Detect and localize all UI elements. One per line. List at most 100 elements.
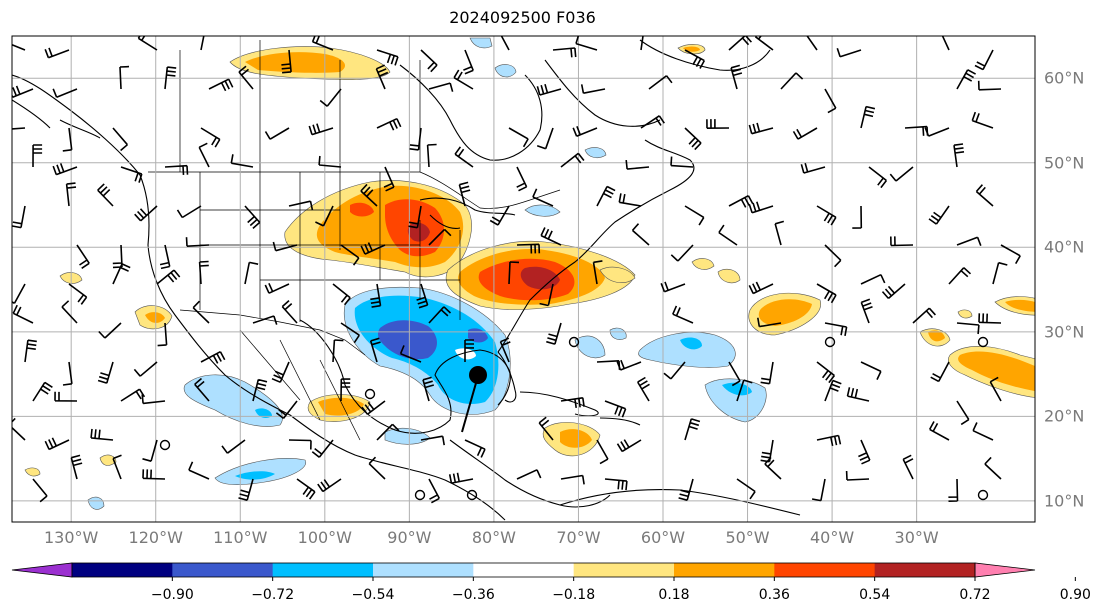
wind-barb (824, 322, 848, 337)
wind-barb (560, 397, 585, 409)
wind-barb (463, 49, 474, 75)
wind-barb (420, 49, 438, 73)
wind-barb (311, 439, 334, 458)
wind-barb (948, 267, 972, 285)
wind-barb (453, 69, 474, 90)
wind-barb (319, 88, 342, 107)
wind-barb (416, 283, 429, 309)
wind-barb (596, 439, 609, 465)
cuba (519, 391, 599, 417)
wind-barb (684, 418, 701, 441)
wind-barb (12, 43, 26, 51)
wind-barb (881, 283, 906, 300)
wind-barb (640, 36, 644, 51)
wind-barb (90, 428, 114, 441)
calm-circle (824, 336, 836, 348)
wind-barb (974, 49, 994, 71)
colorbar-tick-label: 0.36 (758, 587, 790, 603)
wind-barb (757, 317, 782, 328)
wind-barb (800, 162, 826, 174)
wind-barb (824, 379, 842, 402)
wind-barb (860, 273, 886, 285)
colorbar-tick-label: 0.18 (658, 587, 690, 603)
wind-barb (464, 439, 486, 458)
wind-barb (12, 127, 26, 130)
colorbar-segment (573, 563, 675, 577)
wind-barb (340, 378, 351, 402)
wind-barb (315, 205, 334, 227)
wind-barb (264, 127, 290, 140)
us-canada-border (148, 171, 561, 209)
wind-barb (12, 205, 26, 229)
wind-barb (971, 111, 994, 129)
calm-wind-circles (159, 336, 989, 501)
wind-barb (192, 300, 210, 324)
wind-barb (383, 166, 395, 192)
wind-barb (238, 478, 254, 501)
wind-barb (956, 322, 980, 335)
wind-barb (361, 400, 386, 415)
wind-barb (660, 281, 686, 293)
wind-barb (924, 127, 950, 137)
wind-barb (376, 49, 399, 66)
east-coast (497, 139, 695, 353)
wind-barb (616, 439, 642, 453)
latitude-tick-label: 10°N (1044, 491, 1085, 511)
wind-barb (32, 381, 53, 402)
wind-barb (728, 36, 752, 51)
wind-barb (185, 237, 210, 247)
wind-barb (860, 298, 873, 324)
calm-circle (977, 336, 989, 348)
wind-barb (806, 36, 818, 51)
wind-barb (141, 394, 166, 405)
wind-barb (539, 283, 554, 307)
wind-barb (360, 242, 386, 255)
wind-barb (12, 283, 26, 305)
wind-barb (52, 163, 78, 176)
wind-barb (464, 339, 474, 362)
wind-barb (718, 224, 738, 246)
wind-barb (188, 461, 210, 480)
wind-barb (941, 36, 950, 51)
wind-barb (65, 182, 77, 207)
wind-barb (12, 85, 34, 98)
wind-barb (360, 183, 378, 207)
wind-barb (889, 166, 914, 182)
colorbar-segment (874, 563, 976, 577)
labrador-coast (544, 59, 661, 127)
wind-barb (684, 127, 702, 151)
wind-barb (200, 350, 226, 364)
wind-barb (538, 416, 554, 441)
positive-anomaly-canada-north-core (245, 52, 345, 73)
wind-barb (244, 205, 261, 229)
wind-barb (422, 376, 435, 402)
wind-barb (368, 456, 386, 480)
wind-barb (516, 243, 541, 254)
wind-barb (754, 36, 774, 51)
wind-barb (816, 205, 837, 226)
colorbar-segment (473, 563, 575, 577)
wind-barb (811, 478, 826, 502)
storm-center-group (461, 366, 487, 433)
wind-barb (176, 205, 202, 219)
coastline-layer (12, 39, 801, 521)
wind-barb (580, 84, 606, 94)
wind-barb (972, 422, 994, 441)
wind-barb (953, 143, 965, 168)
wind-barb (133, 361, 158, 377)
wind-barb (672, 305, 694, 324)
colorbar-tick-label: −0.18 (552, 587, 596, 603)
wind-barb (516, 166, 528, 192)
wind-barb (252, 315, 278, 325)
central-america (449, 439, 611, 508)
greenland-coast (639, 39, 771, 71)
longitude-tick-label: 110°W (213, 528, 268, 547)
wind-barb (508, 261, 520, 285)
colorbar-segment (674, 563, 775, 577)
wind-barb (978, 313, 1002, 324)
wind-barb-layer (12, 36, 1021, 504)
wind-barb (296, 478, 316, 500)
wind-barb (508, 127, 529, 148)
wind-barb (32, 478, 48, 503)
